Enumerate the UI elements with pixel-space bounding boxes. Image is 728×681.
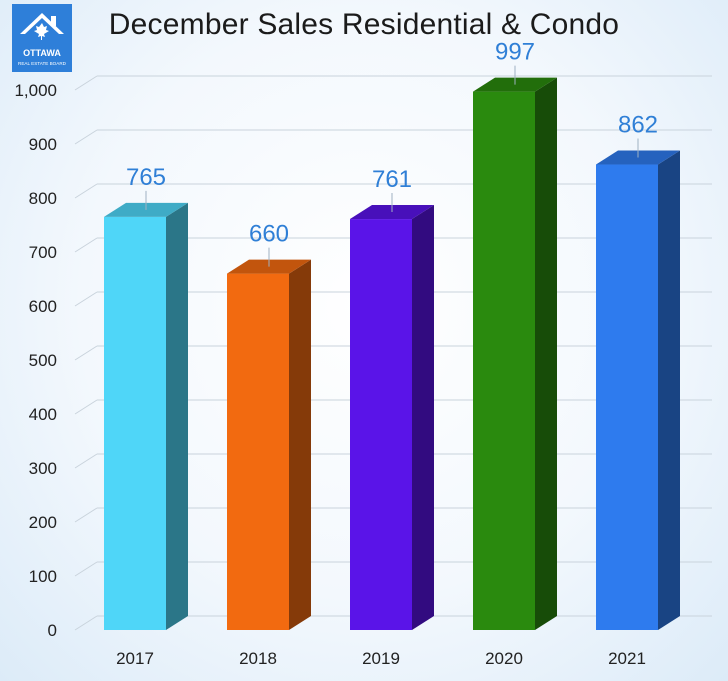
bar-side — [166, 202, 188, 630]
gridline-offset — [74, 75, 98, 91]
gridline-offset — [74, 291, 98, 307]
y-tick-label: 900 — [29, 135, 57, 154]
bar-2017: 765 — [104, 164, 188, 630]
bar-2019: 761 — [350, 166, 434, 630]
y-tick-label: 500 — [29, 351, 57, 370]
y-tick-label: 400 — [29, 405, 57, 424]
y-tick-label: 800 — [29, 189, 57, 208]
bar-front — [227, 273, 289, 630]
bar-2021: 862 — [596, 112, 680, 630]
ottawa-real-estate-board-logo: OTTAWA REAL ESTATE BOARD — [12, 4, 72, 72]
logo-text-primary: OTTAWA — [23, 48, 61, 58]
bar-series: 765 660 761 997 862 — [104, 39, 680, 631]
gridline-offset — [74, 183, 98, 199]
x-tick-label: 2020 — [485, 649, 523, 668]
y-tick-label: 1,000 — [14, 81, 57, 100]
gridline-offset — [74, 345, 98, 361]
gridline-offset — [74, 453, 98, 469]
logo-text-secondary: REAL ESTATE BOARD — [18, 61, 67, 66]
gridline-offset — [74, 129, 98, 145]
gridline-offset — [74, 399, 98, 415]
bar-front — [473, 91, 535, 631]
y-tick-label: 600 — [29, 297, 57, 316]
y-tick-label: 300 — [29, 459, 57, 478]
data-label: 761 — [372, 166, 412, 193]
bar-2018: 660 — [227, 221, 311, 630]
gridline-offset — [74, 237, 98, 253]
x-tick-label: 2019 — [362, 649, 400, 668]
gridline-offset — [74, 561, 98, 577]
y-tick-label: 200 — [29, 513, 57, 532]
bar-side — [658, 150, 680, 630]
x-tick-label: 2018 — [239, 649, 277, 668]
bar-front — [596, 164, 658, 630]
y-tick-label: 100 — [29, 567, 57, 586]
chart-title: December Sales Residential & Condo — [108, 8, 620, 41]
bar-side — [289, 259, 311, 630]
y-tick-label: 700 — [29, 243, 57, 262]
x-axis: 2017 2018 2019 2020 2021 — [116, 649, 646, 668]
bar-side — [535, 77, 557, 631]
data-label: 765 — [126, 164, 166, 191]
x-tick-label: 2021 — [608, 649, 646, 668]
bar-side — [412, 205, 434, 630]
data-label: 660 — [249, 221, 289, 248]
bar-front — [350, 219, 412, 630]
data-label: 997 — [495, 39, 535, 66]
x-tick-label: 2017 — [116, 649, 154, 668]
bar-front — [104, 216, 166, 630]
gridline-offset — [74, 507, 98, 523]
bar-2020: 997 — [473, 39, 557, 631]
data-label: 862 — [618, 112, 658, 139]
gridline-offset — [74, 615, 98, 631]
y-axis: 0 100 200 300 400 500 600 700 800 900 1,000 — [14, 81, 57, 640]
y-tick-label: 0 — [48, 621, 57, 640]
